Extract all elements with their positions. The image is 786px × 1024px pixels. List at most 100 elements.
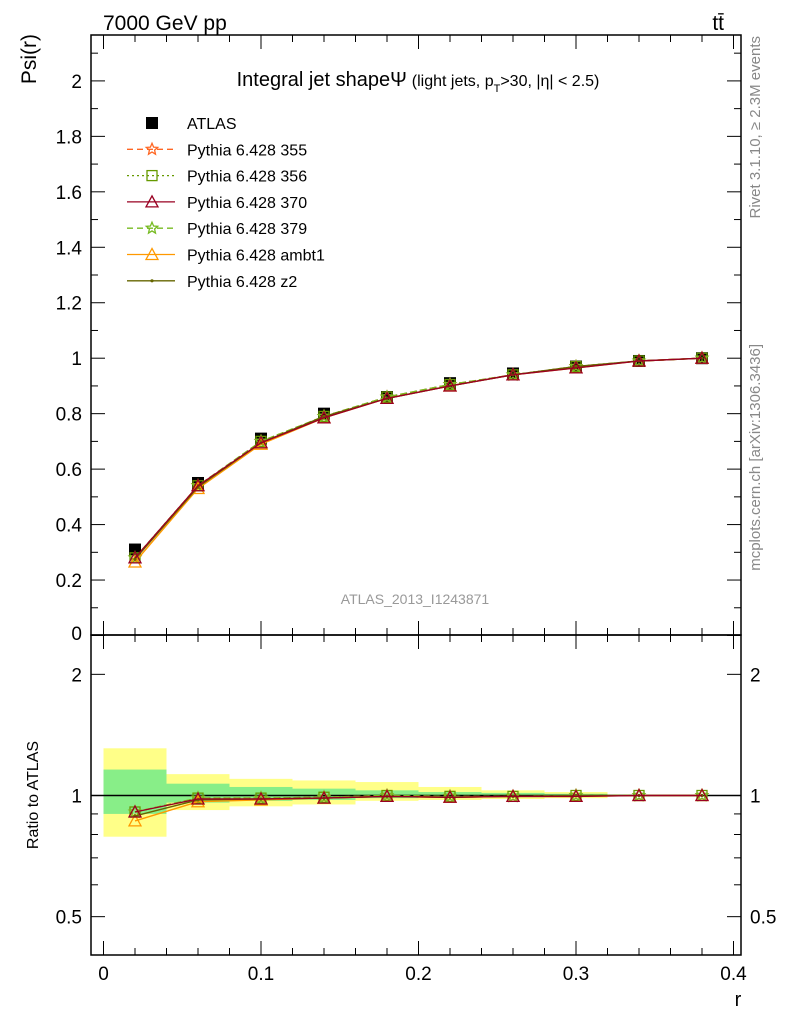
series-p379 xyxy=(127,350,710,565)
plot-title: Integral jet shapeΨ (light jets, pT>30, |… xyxy=(237,69,600,95)
data-point-p379 xyxy=(505,367,521,382)
ratio-y-tick-label: 1 xyxy=(71,787,82,808)
data-point-p379 xyxy=(694,350,710,365)
legend-marker-pambt1 xyxy=(144,247,160,261)
x-tick-label: 0 xyxy=(98,964,109,985)
series-line-p356 xyxy=(134,357,703,559)
ratio-point-p370 xyxy=(316,790,332,804)
main-y-tick-label: 0 xyxy=(71,624,82,645)
legend-label-p355: Pythia 6.428 355 xyxy=(187,142,307,159)
main-y-axis-label: Psi(r) xyxy=(18,34,41,84)
ratio-point-p379 xyxy=(631,787,647,802)
ratio-y-tick-label-right: 2 xyxy=(750,665,761,686)
legend-label-p356: Pythia 6.428 356 xyxy=(187,169,307,186)
series-line-p355 xyxy=(134,357,703,559)
ratio-point-pambt1 xyxy=(127,813,143,827)
series-p355 xyxy=(127,350,710,565)
legend-marker-p356 xyxy=(146,169,158,182)
ratio-point-p379 xyxy=(442,788,458,803)
ratio-point-p379 xyxy=(253,790,269,805)
main-y-tick-label: 1.6 xyxy=(56,183,82,204)
ratio-point-p370 xyxy=(694,788,710,802)
legend-label-atlas: ATLAS xyxy=(187,116,237,133)
data-point-pambt1 xyxy=(127,554,143,568)
series-p356 xyxy=(129,352,708,564)
series-atlas xyxy=(129,352,708,556)
process-label: tt̄ xyxy=(712,12,724,35)
legend-marker-p355 xyxy=(144,141,160,156)
legend-item-pambt1: Pythia 6.428 ambt1 xyxy=(127,247,325,265)
data-point-p370 xyxy=(253,435,269,449)
main-y-tick-label: 1.2 xyxy=(56,294,82,315)
ratio-point-p370 xyxy=(190,791,206,805)
data-point-p370 xyxy=(505,367,521,381)
ratio-point-p370 xyxy=(631,788,647,802)
data-point-pambt1 xyxy=(253,436,269,450)
main-y-tick-label: 1 xyxy=(71,349,82,370)
series-line-pz2 xyxy=(134,357,703,560)
analysis-watermark: ATLAS_2013_I1243871 xyxy=(341,591,490,607)
ratio-point-p379 xyxy=(694,787,710,802)
legend-label-p379: Pythia 6.428 379 xyxy=(187,221,307,238)
legend-marker-p370 xyxy=(144,194,160,208)
legend-label-pz2: Pythia 6.428 z2 xyxy=(187,274,297,291)
ratio-point-p370 xyxy=(568,789,584,803)
ratio-point-p379 xyxy=(379,787,395,802)
data-point-p370 xyxy=(568,360,584,374)
legend-marker-p379 xyxy=(144,220,160,235)
ratio-point-p370 xyxy=(505,789,521,803)
series-p370 xyxy=(127,350,710,564)
legend-item-p356: Pythia 6.428 356 xyxy=(127,169,307,186)
data-point-p379 xyxy=(631,353,647,368)
main-y-tick-label: 1.4 xyxy=(56,238,83,259)
data-point-p370 xyxy=(127,550,143,564)
legend-item-atlas: ATLAS xyxy=(146,116,237,133)
main-y-tick-label: 1.8 xyxy=(56,127,82,148)
mcplots-label: mcplots.cern.ch [arXiv:1306.3436] xyxy=(747,344,764,571)
ratio-series-p370 xyxy=(127,788,710,818)
legend-marker-pz2 xyxy=(150,279,154,283)
data-point-pambt1 xyxy=(190,481,206,495)
main-y-tick-label: 0.8 xyxy=(56,405,82,426)
energy-label: 7000 GeV pp xyxy=(103,12,227,35)
ratio-point-p370 xyxy=(253,791,269,805)
ratio-point-p370 xyxy=(127,804,143,818)
x-tick-label: 0.1 xyxy=(248,964,274,985)
ratio-point-p379 xyxy=(568,787,584,802)
data-point-pz2 xyxy=(133,557,137,561)
x-tick-label: 0.3 xyxy=(563,964,589,985)
ratio-band-inner xyxy=(418,792,482,798)
series-line-p370 xyxy=(134,357,703,559)
ratio-point-p370 xyxy=(379,789,395,803)
ratio-point-p370 xyxy=(442,789,458,803)
legend: ATLAS Pythia 6.428 355 Pythia 6.428 356 Pyt… xyxy=(127,116,325,291)
ratio-line-p370 xyxy=(134,794,702,813)
ratio-y-tick-label: 0.5 xyxy=(56,908,82,929)
legend-label-pambt1: Pythia 6.428 ambt1 xyxy=(187,248,325,265)
main-axes: 0.2 0.4 0.6 0.8 1 1.2 1.4 1.6 1.8 2 0 xyxy=(56,35,741,645)
data-point-p370 xyxy=(316,410,332,424)
ratio-point-p379 xyxy=(316,789,332,804)
main-y-tick-label: 2 xyxy=(71,72,82,93)
x-tick-label: 0.2 xyxy=(405,964,431,985)
series-line-p379 xyxy=(134,357,703,559)
legend-item-p355: Pythia 6.428 355 xyxy=(127,141,307,159)
main-y-tick-label: 0.4 xyxy=(56,516,83,537)
data-point-p370 xyxy=(442,378,458,392)
ratio-axes: 0.5 0.5 1 1 2 2 0 0.1 0.2 0.3 0.4 xyxy=(56,635,776,985)
ratio-point-p379 xyxy=(505,788,521,803)
data-point-p370 xyxy=(190,478,206,492)
series-pz2 xyxy=(133,356,704,561)
legend-item-p379: Pythia 6.428 379 xyxy=(127,220,307,238)
ratio-y-axis-label: Ratio to ATLAS xyxy=(25,741,42,849)
ratio-y-tick-label: 2 xyxy=(71,665,82,686)
ratio-band-inner xyxy=(355,790,419,799)
ratio-y-tick-label-right: 0.5 xyxy=(750,908,776,929)
data-point-p370 xyxy=(379,391,395,405)
legend-marker-atlas xyxy=(146,117,158,129)
series-pambt1 xyxy=(127,350,710,568)
legend-label-p370: Pythia 6.428 370 xyxy=(187,195,307,212)
ratio-plot-data xyxy=(127,787,710,827)
ratio-band-inner xyxy=(292,788,356,800)
